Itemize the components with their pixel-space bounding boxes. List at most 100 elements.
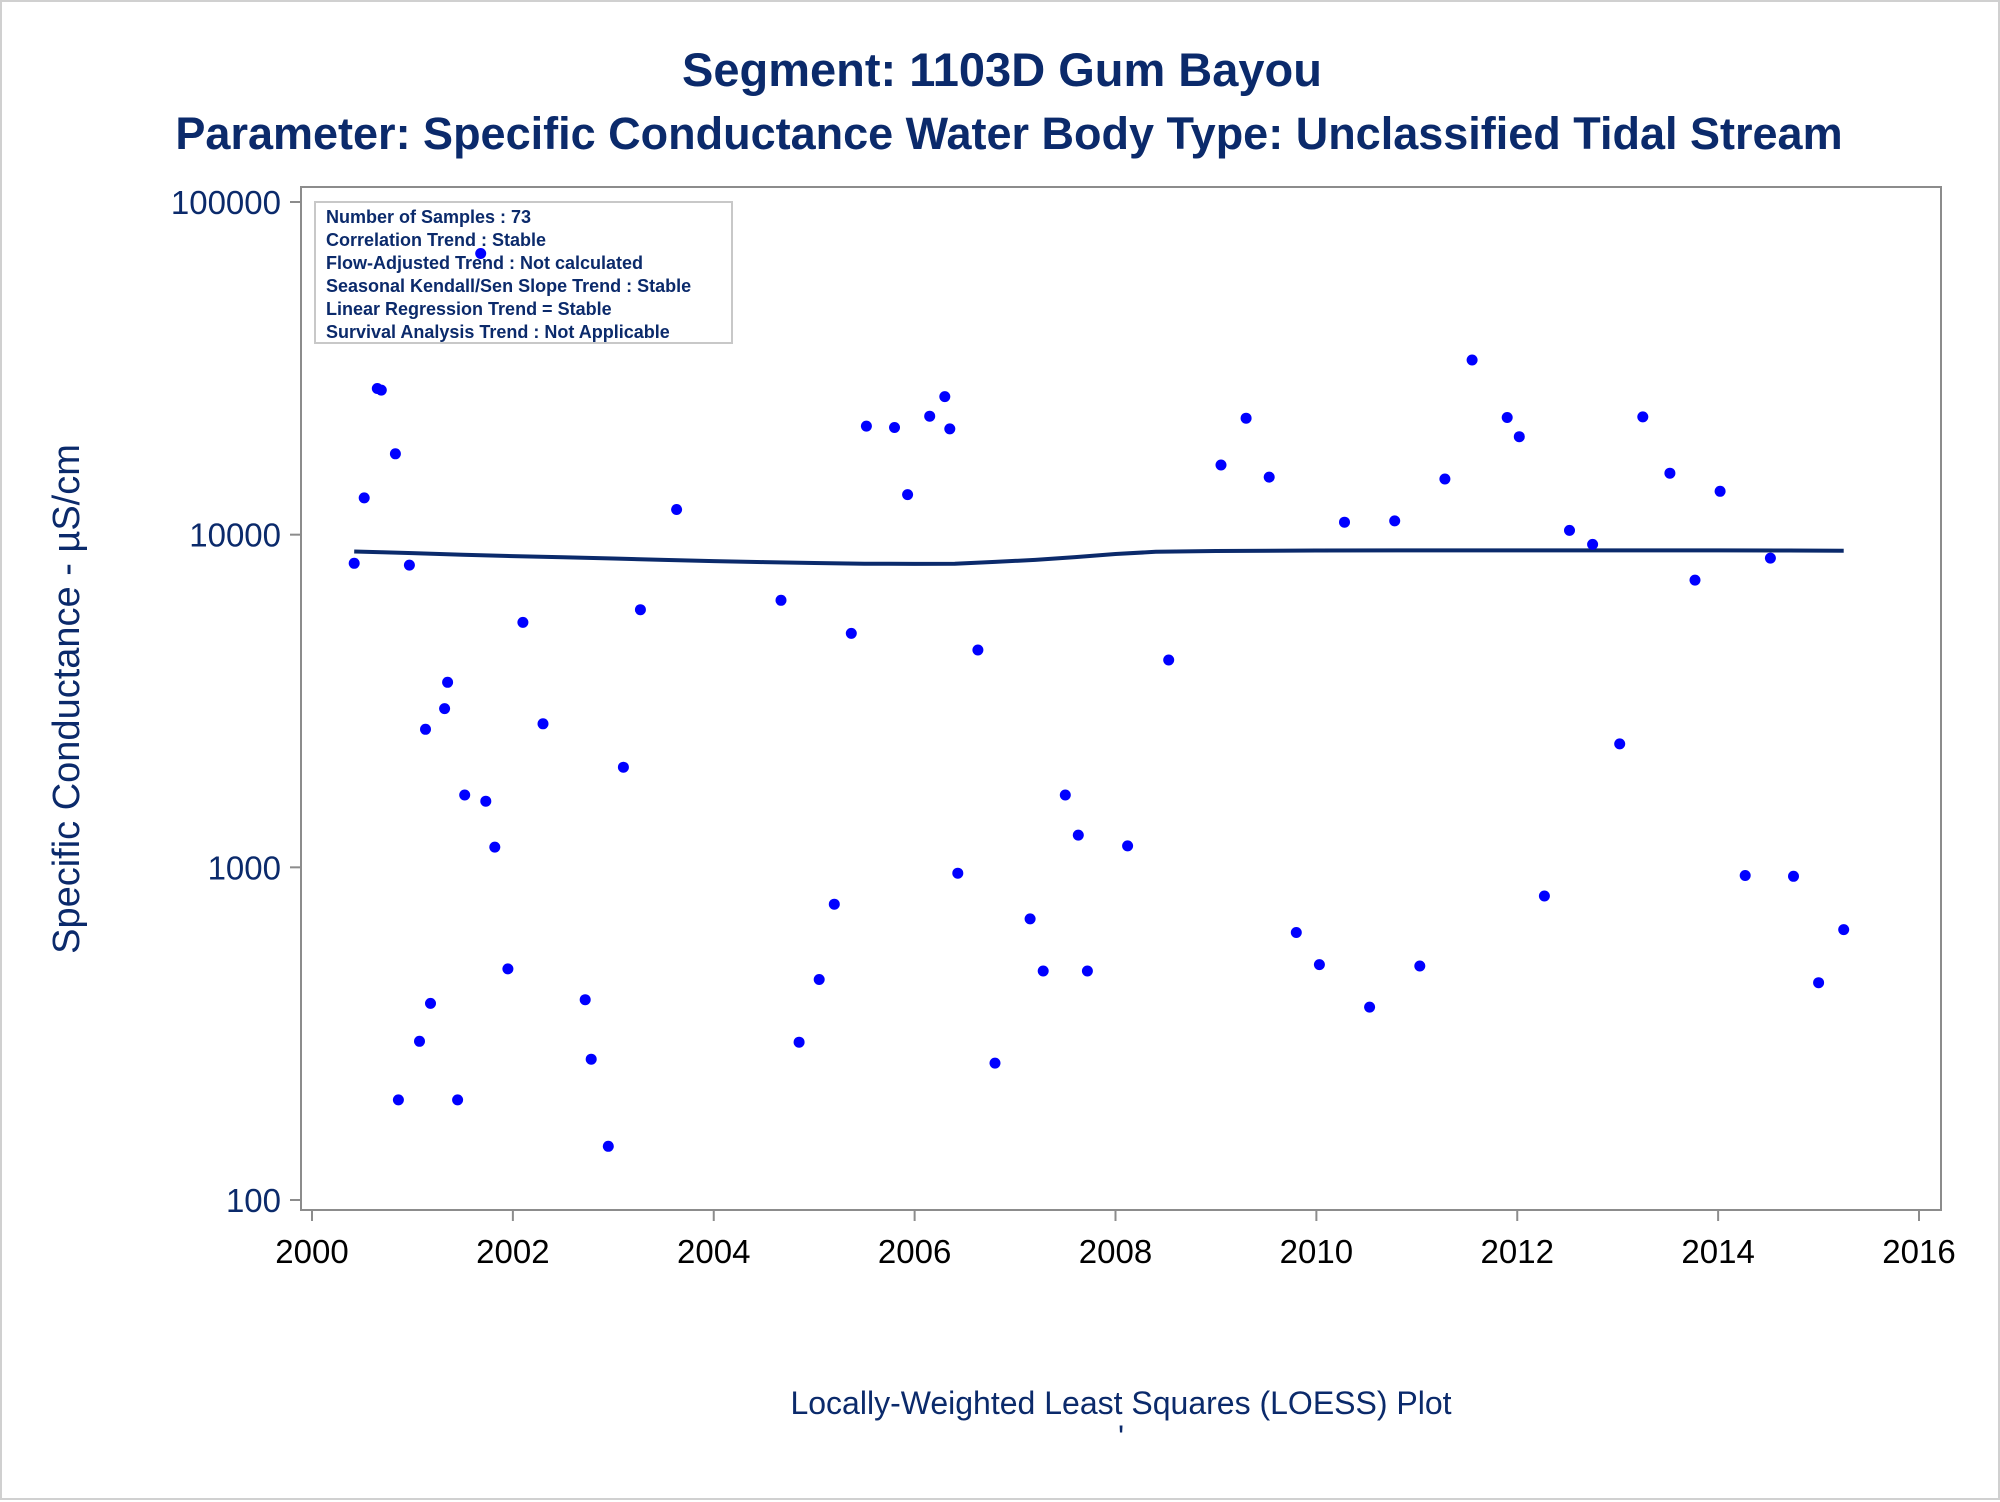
footnote-mark: ' (1118, 1419, 1124, 1455)
data-point (442, 676, 454, 688)
data-point (414, 1035, 425, 1047)
data-point (1466, 354, 1478, 366)
stats-box-border (314, 201, 733, 344)
data-point (1813, 977, 1825, 989)
data-point (1788, 870, 1799, 882)
data-point (1714, 485, 1726, 497)
data-point (537, 718, 549, 730)
x-tick-label: 2016 (1882, 1233, 1955, 1270)
y-tick-label: 100000 (171, 184, 281, 221)
data-point (1059, 789, 1071, 801)
data-point (1313, 959, 1325, 971)
chart-subtitle: Parameter: Specific Conductance Water Bo… (175, 108, 1842, 159)
y-axis: 100 1000 10000 100000 (171, 184, 301, 1219)
data-point (1739, 870, 1751, 881)
stats-line-correlation: Correlation Trend : Stable (326, 230, 546, 250)
data-point (602, 1140, 614, 1152)
data-point (1037, 965, 1049, 977)
data-point (585, 1053, 597, 1065)
y-tick-label: 1000 (208, 849, 281, 886)
data-point (1439, 473, 1451, 485)
data-point (775, 594, 787, 606)
x-tick-label: 2004 (677, 1233, 750, 1270)
y-axis-label: Specific Conductance - µS/cm (46, 444, 88, 954)
data-point (1538, 890, 1550, 902)
data-point (392, 1094, 404, 1106)
stats-line-samples: Number of Samples : 73 (326, 207, 531, 227)
data-point (489, 841, 501, 853)
data-point (1689, 574, 1701, 586)
data-point (579, 994, 591, 1006)
data-point (480, 795, 492, 807)
data-point (452, 1094, 464, 1106)
data-point (459, 789, 471, 801)
data-point (1501, 412, 1513, 423)
data-point (671, 504, 683, 515)
stats-line-seasonal-kendall: Seasonal Kendall/Sen Slope Trend : Stabl… (326, 276, 691, 296)
data-point (1389, 515, 1401, 527)
x-tick-label: 2000 (275, 1233, 348, 1270)
data-point (889, 422, 900, 433)
data-point (1838, 924, 1850, 936)
data-point (793, 1036, 805, 1048)
data-point (1587, 538, 1599, 550)
data-point (813, 974, 825, 985)
x-tick-label: 2010 (1280, 1233, 1353, 1270)
plot-area (300, 186, 1942, 1211)
data-point (425, 997, 436, 1009)
data-point (1564, 524, 1575, 536)
data-point (1637, 411, 1649, 423)
data-point (1122, 840, 1134, 852)
data-point (828, 898, 840, 910)
data-point (860, 420, 872, 432)
y-tick-label: 100 (226, 1182, 281, 1219)
data-point (420, 723, 431, 735)
data-point (1240, 412, 1252, 424)
data-point (439, 703, 451, 715)
stats-line-flow-adjusted: Flow-Adjusted Trend : Not calculated (326, 253, 643, 273)
data-point (1764, 552, 1776, 564)
data-point (1072, 829, 1084, 841)
data-point (634, 604, 646, 616)
footnote: Locally-Weighted Least Squares (LOESS) P… (790, 1385, 1451, 1421)
loess-line (354, 548, 1844, 566)
x-tick-label: 2006 (878, 1233, 951, 1270)
data-point (1414, 960, 1426, 972)
data-point (502, 963, 514, 975)
data-point (517, 616, 529, 628)
stats-line-linear-regression: Linear Regression Trend = Stable (326, 299, 612, 319)
data-point (1290, 927, 1302, 938)
data-point (617, 761, 629, 773)
series-layer (348, 248, 1850, 1152)
data-point (1024, 913, 1036, 925)
x-tick-label: 2008 (1079, 1233, 1152, 1270)
data-point (939, 391, 951, 403)
data-point (1081, 965, 1093, 977)
data-point (475, 248, 487, 259)
x-tick-label: 2014 (1681, 1233, 1754, 1270)
data-point (902, 489, 914, 501)
data-point (989, 1057, 1001, 1069)
data-point (1215, 459, 1227, 471)
x-tick-label: 2002 (476, 1233, 549, 1270)
data-point (924, 410, 936, 422)
x-tick-label: 2012 (1481, 1233, 1554, 1270)
data-point (1339, 516, 1350, 528)
x-axis: 2000 2002 2004 2006 2008 2010 2012 2014 2016 (275, 1210, 1956, 1270)
chart-title: Segment: 1103D Gum Bayou (682, 43, 1322, 96)
data-point (348, 557, 360, 569)
data-point (1664, 467, 1676, 479)
data-point (1614, 738, 1626, 750)
data-point (944, 423, 956, 435)
data-point (1263, 471, 1275, 483)
data-point (403, 559, 415, 571)
data-point (375, 384, 387, 396)
stats-box: Number of Samples : 73 Correlation Trend… (314, 201, 733, 344)
data-point (1364, 1001, 1376, 1013)
stats-line-survival: Survival Analysis Trend : Not Applicable (326, 322, 670, 342)
data-point (1163, 654, 1175, 666)
data-point (358, 492, 370, 504)
y-tick-label: 10000 (189, 517, 281, 554)
